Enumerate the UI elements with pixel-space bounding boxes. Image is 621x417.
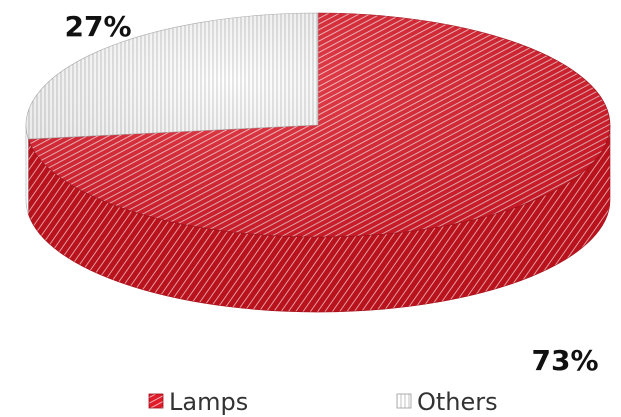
data-label-lamps: 73% [531, 344, 598, 377]
legend: Lamps Others [148, 388, 498, 416]
legend-swatch-lamps [148, 393, 164, 409]
data-label-others: 27% [64, 10, 131, 43]
legend-swatch-others [396, 393, 412, 409]
legend-label-others: Others [417, 388, 498, 416]
legend-label-lamps: Lamps [169, 388, 248, 416]
pie-highlight [26, 13, 610, 237]
